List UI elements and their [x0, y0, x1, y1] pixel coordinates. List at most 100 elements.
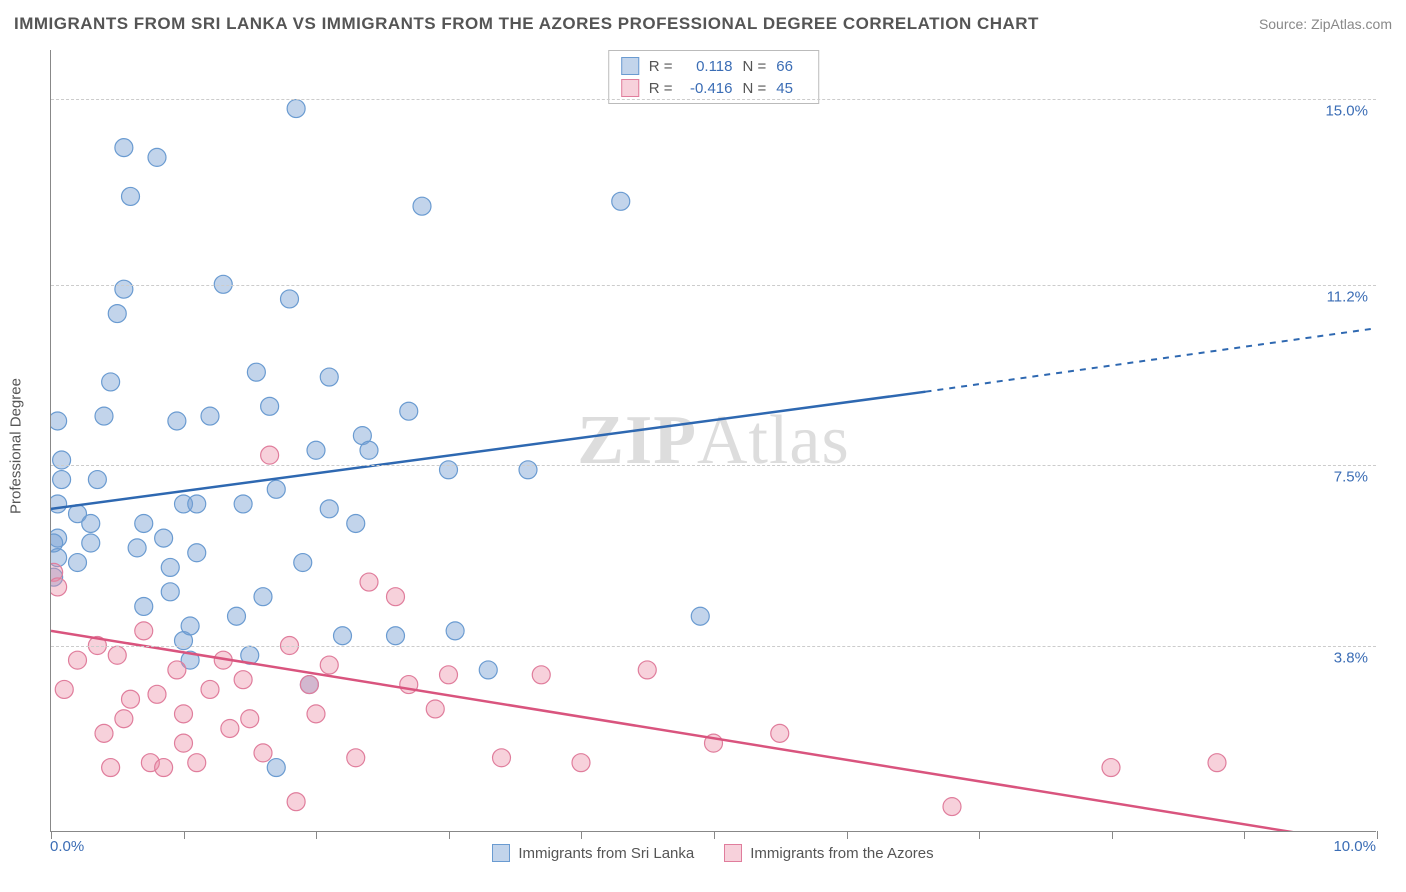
- data-point: [115, 139, 133, 157]
- data-point: [360, 441, 378, 459]
- data-point: [88, 471, 106, 489]
- plot-area: ZIPAtlas R = 0.118 N = 66 R = -0.416 N =…: [50, 50, 1376, 832]
- data-point: [135, 622, 153, 640]
- data-point: [387, 588, 405, 606]
- legend-swatch: [724, 844, 742, 862]
- data-point: [413, 197, 431, 215]
- data-point: [95, 407, 113, 425]
- data-point: [53, 471, 71, 489]
- data-point: [261, 446, 279, 464]
- data-point: [347, 514, 365, 532]
- n-label: N =: [743, 80, 767, 97]
- trend-line-ext: [926, 328, 1377, 391]
- r-label: R =: [649, 80, 673, 97]
- data-point: [69, 651, 87, 669]
- data-point: [294, 554, 312, 572]
- data-point: [267, 480, 285, 498]
- n-value: 66: [776, 58, 806, 75]
- stats-legend: R = 0.118 N = 66 R = -0.416 N = 45: [608, 50, 820, 104]
- r-value: -0.416: [683, 80, 733, 97]
- data-point: [440, 666, 458, 684]
- data-point: [320, 656, 338, 674]
- data-point: [638, 661, 656, 679]
- data-point: [426, 700, 444, 718]
- data-point: [102, 759, 120, 777]
- legend-swatch: [621, 57, 639, 75]
- data-point: [228, 607, 246, 625]
- data-point: [155, 759, 173, 777]
- data-point: [234, 495, 252, 513]
- data-point: [267, 759, 285, 777]
- data-point: [1208, 754, 1226, 772]
- data-point: [612, 192, 630, 210]
- grid-line: [51, 646, 1376, 647]
- y-tick-label: 7.5%: [1334, 469, 1368, 486]
- data-point: [360, 573, 378, 591]
- legend-label: Immigrants from the Azores: [750, 845, 933, 862]
- grid-line: [51, 99, 1376, 100]
- y-tick-label: 11.2%: [1327, 288, 1368, 305]
- series-legend: Immigrants from Sri Lanka Immigrants fro…: [50, 844, 1376, 862]
- legend-swatch: [621, 79, 639, 97]
- data-point: [572, 754, 590, 772]
- x-tick: [1377, 831, 1378, 839]
- data-point: [135, 597, 153, 615]
- data-point: [493, 749, 511, 767]
- data-point: [95, 724, 113, 742]
- data-point: [201, 407, 219, 425]
- data-point: [320, 368, 338, 386]
- data-point: [122, 187, 140, 205]
- chart-svg: [51, 50, 1376, 831]
- data-point: [82, 534, 100, 552]
- data-point: [55, 680, 73, 698]
- legend-label: Immigrants from Sri Lanka: [518, 845, 694, 862]
- data-point: [148, 148, 166, 166]
- data-point: [161, 583, 179, 601]
- data-point: [254, 744, 272, 762]
- data-point: [1102, 759, 1120, 777]
- grid-line: [51, 465, 1376, 466]
- data-point: [168, 661, 186, 679]
- data-point: [69, 554, 87, 572]
- data-point: [261, 397, 279, 415]
- r-value: 0.118: [683, 58, 733, 75]
- data-point: [300, 676, 318, 694]
- legend-item: Immigrants from Sri Lanka: [492, 844, 694, 862]
- data-point: [334, 627, 352, 645]
- data-point: [771, 724, 789, 742]
- data-point: [532, 666, 550, 684]
- data-point: [287, 100, 305, 118]
- y-axis-title: Professional Degree: [8, 378, 25, 514]
- data-point: [221, 720, 239, 738]
- data-point: [128, 539, 146, 557]
- data-point: [175, 705, 193, 723]
- chart-title: IMMIGRANTS FROM SRI LANKA VS IMMIGRANTS …: [14, 14, 1039, 34]
- data-point: [148, 685, 166, 703]
- data-point: [188, 754, 206, 772]
- r-label: R =: [649, 58, 673, 75]
- data-point: [446, 622, 464, 640]
- data-point: [287, 793, 305, 811]
- grid-line: [51, 285, 1376, 286]
- x-axis: 0.0% 10.0% Immigrants from Sri Lanka Imm…: [50, 838, 1376, 862]
- data-point: [281, 290, 299, 308]
- data-point: [175, 734, 193, 752]
- data-point: [82, 514, 100, 532]
- data-point: [307, 441, 325, 459]
- data-point: [320, 500, 338, 518]
- data-point: [691, 607, 709, 625]
- data-point: [161, 558, 179, 576]
- data-point: [234, 671, 252, 689]
- data-point: [247, 363, 265, 381]
- trend-line: [51, 392, 926, 509]
- data-point: [108, 646, 126, 664]
- data-point: [108, 305, 126, 323]
- y-tick-label: 3.8%: [1334, 650, 1368, 667]
- data-point: [347, 749, 365, 767]
- n-label: N =: [743, 58, 767, 75]
- data-point: [387, 627, 405, 645]
- data-point: [479, 661, 497, 679]
- data-point: [135, 514, 153, 532]
- legend-swatch: [492, 844, 510, 862]
- data-point: [102, 373, 120, 391]
